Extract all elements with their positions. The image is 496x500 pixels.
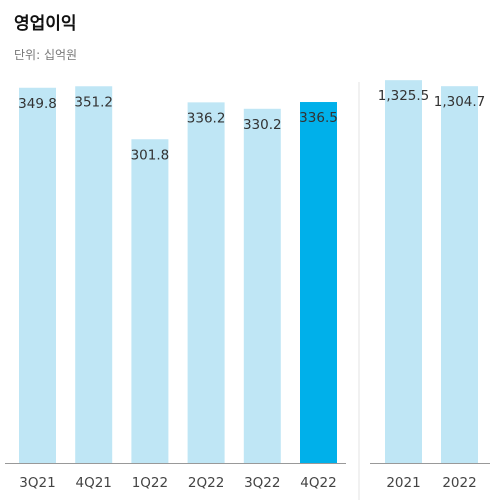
quarter-bar-4Q22	[300, 102, 337, 463]
quarter-tick-3Q22: 3Q22	[244, 475, 280, 491]
quarter-tick-4Q22: 4Q22	[300, 475, 336, 491]
year-bar-2022	[441, 86, 478, 463]
unit-label: 단위: 십억원	[14, 48, 78, 62]
quarter-tick-2Q22: 2Q22	[188, 475, 224, 491]
year-value-label-2021: 1,325.5	[378, 88, 430, 104]
quarter-tick-1Q22: 1Q22	[132, 475, 168, 491]
quarter-bar-3Q22	[243, 108, 281, 463]
year-value-label-2022: 1,304.7	[434, 94, 486, 110]
year-tick-2022: 2022	[442, 475, 476, 491]
quarter-value-label-3Q22: 330.2	[243, 117, 282, 133]
quarter-value-label-3Q21: 349.8	[18, 96, 57, 112]
year-bar-2021	[385, 80, 422, 463]
quarter-bar-4Q21	[75, 86, 113, 463]
quarter-tick-3Q21: 3Q21	[19, 475, 55, 491]
quarter-value-label-1Q22: 301.8	[131, 147, 170, 163]
quarter-value-label-4Q22: 336.5	[299, 110, 338, 126]
quarter-bar-1Q22	[131, 139, 169, 463]
quarter-tick-4Q21: 4Q21	[75, 475, 111, 491]
quarter-bar-3Q21	[19, 87, 56, 463]
quarter-value-label-2Q22: 336.2	[187, 110, 226, 126]
quarter-value-label-4Q21: 351.2	[74, 94, 113, 110]
year-tick-2021: 2021	[386, 475, 420, 491]
chart-title: 영업이익	[14, 14, 77, 34]
quarter-bar-2Q22	[187, 102, 225, 463]
